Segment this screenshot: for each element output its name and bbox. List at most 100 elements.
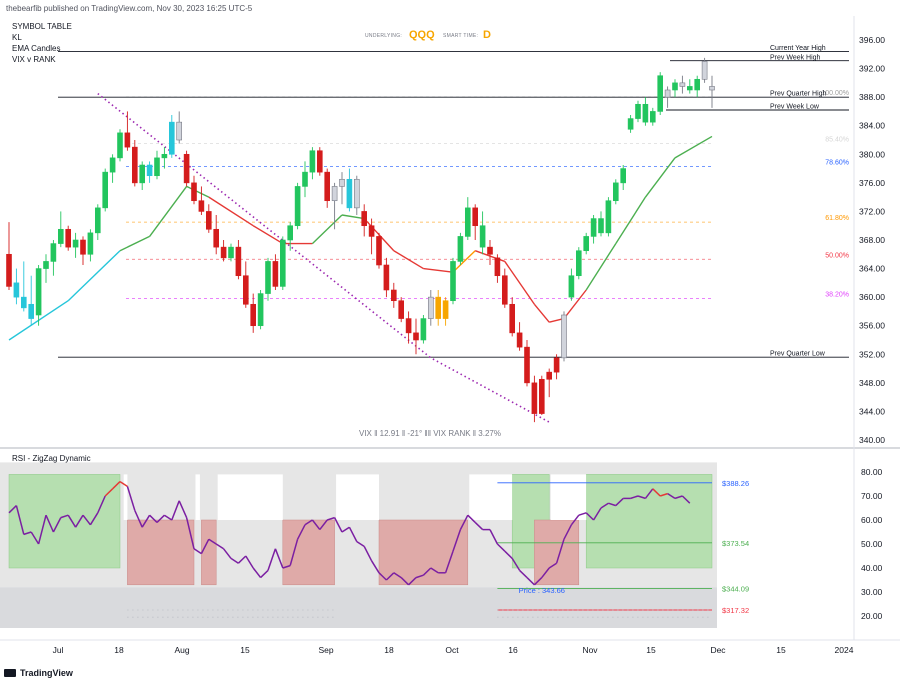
rsi-segment <box>245 555 254 569</box>
rsi-tick-label: 30.00 <box>861 587 883 597</box>
candle-body <box>20 296 27 309</box>
candle-body <box>546 371 553 380</box>
price-tick-label: 356.00 <box>859 321 885 331</box>
rsi-segment <box>452 529 462 552</box>
candle-body <box>250 303 256 327</box>
candle-body <box>206 211 212 230</box>
candle-body <box>161 153 168 159</box>
rsi-segment <box>378 572 387 581</box>
rsi-segment <box>422 567 432 576</box>
price-tick-label: 372.00 <box>859 206 885 216</box>
candle-body <box>287 225 294 241</box>
rsi-overbought-zone <box>585 474 713 569</box>
smart-time-value: D <box>483 29 491 41</box>
rsi-segment <box>444 550 454 574</box>
time-tick-label: 15 <box>240 645 250 655</box>
ema-segment <box>149 186 188 237</box>
rsi-segment <box>52 517 62 533</box>
ema-segment <box>644 157 676 198</box>
rsi-gap <box>217 474 283 520</box>
fib-level-label: 61.80% <box>825 215 849 222</box>
rsi-segment <box>608 502 617 507</box>
rsi-segment <box>163 514 173 521</box>
candle-body <box>479 225 486 248</box>
candle-body <box>368 225 375 237</box>
rsi-segment <box>430 567 439 574</box>
price-tick-label: 340.00 <box>859 435 885 445</box>
candle-body <box>383 264 390 291</box>
candle-body <box>176 121 182 141</box>
rsi-segment <box>311 519 321 531</box>
candle-body <box>95 207 101 234</box>
smart-time-label: SMART TIME: <box>443 33 479 39</box>
rsi-segment <box>230 557 239 564</box>
rsi-segment <box>644 488 654 499</box>
candle-body <box>35 268 42 316</box>
candle-body <box>568 275 575 298</box>
rsi-tick-label: 20.00 <box>861 611 883 621</box>
rsi-segment <box>578 512 587 516</box>
candle-body <box>598 218 604 234</box>
candle-body <box>228 246 234 259</box>
level-label: Prev Week Low <box>770 104 820 111</box>
legend-ema-candles[interactable]: EMA Candles <box>12 44 61 53</box>
rsi-segment <box>260 569 269 579</box>
rsi-segment <box>252 567 262 579</box>
ema-segment <box>208 196 254 227</box>
underlying-value: QQQ <box>409 29 435 41</box>
rsi-segment <box>237 555 247 564</box>
time-tick-label: 2024 <box>835 645 854 655</box>
candle-body <box>279 239 286 287</box>
rsi-overbought-zone <box>8 474 121 569</box>
legend-kl[interactable]: KL <box>12 33 22 42</box>
rsi-segment <box>296 524 306 540</box>
price-tick-label: 396.00 <box>859 35 885 45</box>
candle-body <box>435 296 442 319</box>
candle-body <box>464 207 471 237</box>
price-tick-label: 388.00 <box>859 92 885 102</box>
candle-body <box>257 293 264 327</box>
candle-body <box>642 103 649 123</box>
candle-body <box>516 332 523 348</box>
rsi-segment <box>637 495 646 500</box>
rsi-segment <box>97 495 106 514</box>
axes: 396.00 392.00 388.00 384.00 380.00 376.00 372.… <box>53 35 886 655</box>
candle-body <box>553 357 560 373</box>
candle-body <box>213 228 219 248</box>
candle-body <box>324 171 331 202</box>
ema-segment <box>563 289 587 320</box>
rsi-segment <box>400 577 410 586</box>
rsi-segment <box>341 526 350 533</box>
rsi-segment <box>674 495 683 500</box>
rsi-gap <box>469 474 513 520</box>
time-tick-label: Oct <box>445 645 459 655</box>
candle-body <box>361 211 368 227</box>
rsi-segment <box>585 512 595 521</box>
legend-symbol-table[interactable]: SYMBOL TABLE <box>12 22 72 31</box>
rsi-segment <box>415 574 424 579</box>
candle-body <box>28 303 35 319</box>
rsi-segment <box>67 514 77 528</box>
rsi-segment <box>178 500 188 518</box>
rsi-segment <box>541 567 550 579</box>
time-tick-label: 18 <box>114 645 124 655</box>
rsi-segment <box>171 500 180 521</box>
level-label: Prev Quarter High <box>770 91 827 98</box>
price-tick-label: 348.00 <box>859 378 885 388</box>
rsi-pane-title[interactable]: RSI - ZigZag Dynamic <box>12 454 91 463</box>
time-tick-label: 15 <box>776 645 786 655</box>
rsi-segment <box>289 538 299 566</box>
time-tick-label: Nov <box>582 645 598 655</box>
rsi-segment <box>8 505 17 514</box>
price-tick-label: 352.00 <box>859 349 885 359</box>
legend-vix-rank[interactable]: VIX v RANK <box>12 55 56 64</box>
price-tick-label: 392.00 <box>859 64 885 74</box>
rsi-price-level-label: $317.32 <box>722 606 749 615</box>
rsi-segment <box>363 546 373 562</box>
candle-body <box>72 239 79 248</box>
candle-body <box>146 164 153 177</box>
price-tick-label: 380.00 <box>859 149 885 159</box>
candle-body <box>109 157 116 173</box>
